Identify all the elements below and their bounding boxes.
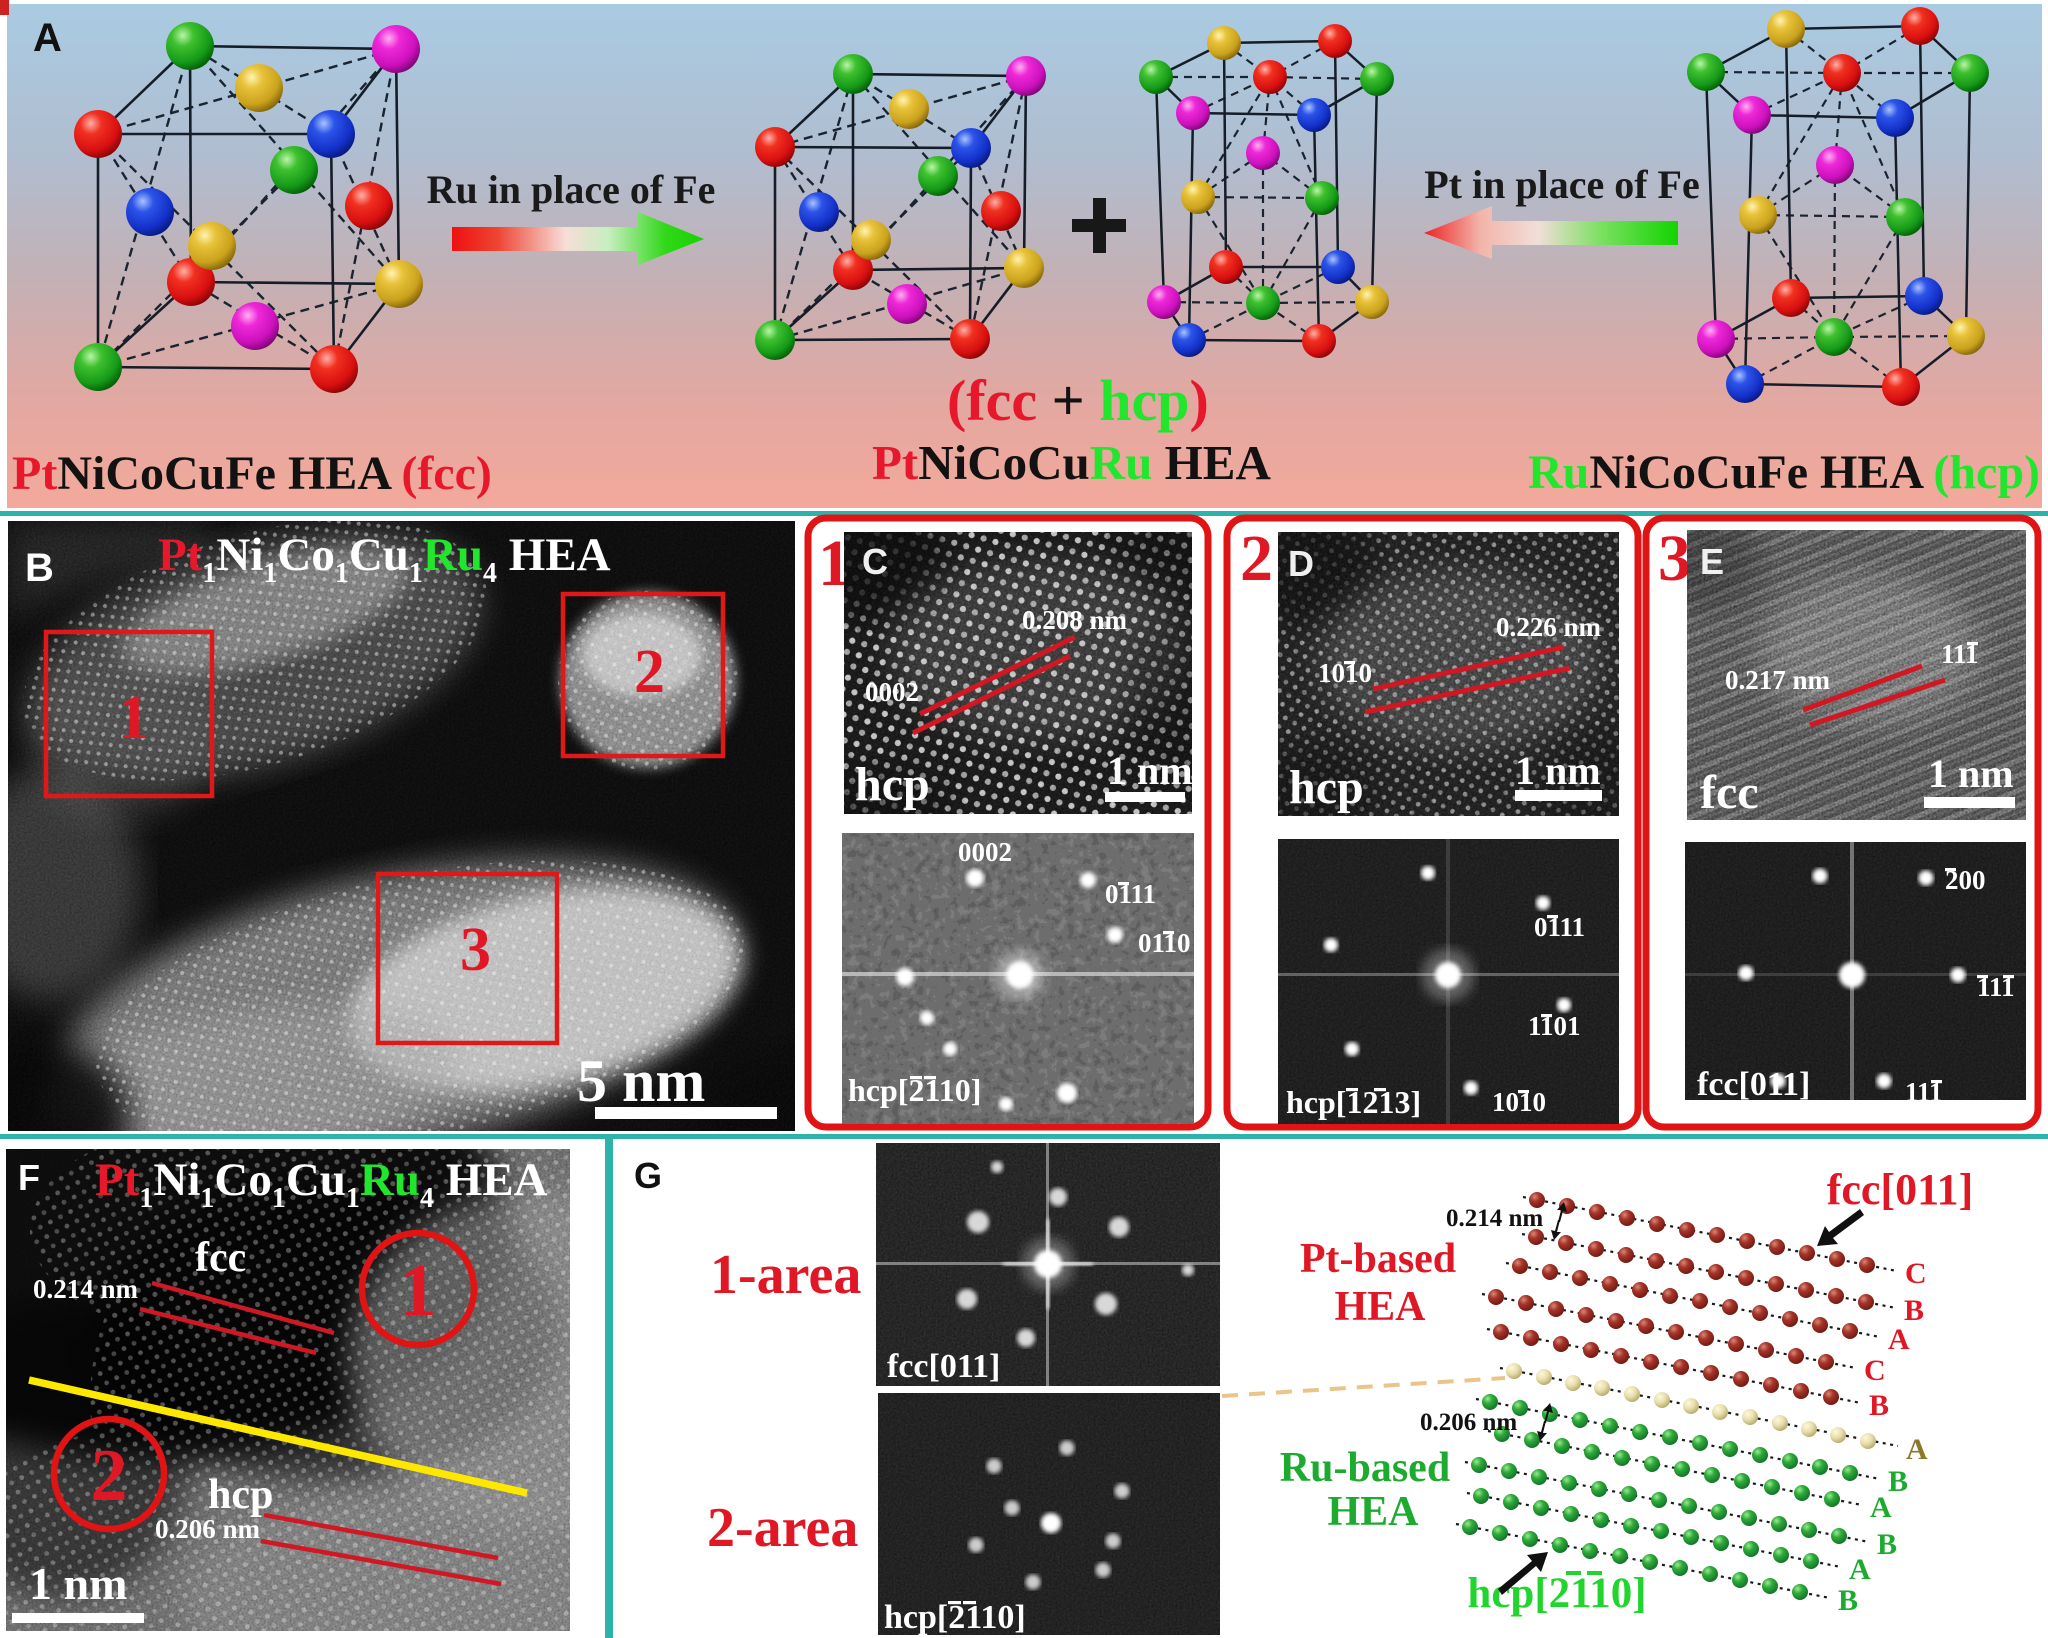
svg-text:PtNiCoCuRu HEA: PtNiCoCuRu HEA [872, 435, 1271, 490]
svg-text:Pt1Ni1Co1Cu1Ru4 HEA: Pt1Ni1Co1Cu1Ru4 HEA [158, 529, 611, 589]
svg-text:0.206 nm: 0.206 nm [155, 1514, 261, 1544]
svg-text:B: B [1877, 1528, 1897, 1561]
svg-text:Ru in place of Fe: Ru in place of Fe [427, 167, 716, 212]
svg-text:3: 3 [460, 916, 491, 984]
svg-text:fcc: fcc [1700, 766, 1759, 819]
svg-text:A: A [1888, 1323, 1910, 1356]
svg-text:E: E [1700, 541, 1724, 582]
svg-text:2-area: 2-area [707, 1497, 858, 1559]
svg-text:RuNiCoCuFe HEA (hcp): RuNiCoCuFe HEA (hcp) [1528, 446, 2040, 499]
svg-text:2: 2 [634, 638, 665, 706]
svg-text:Pt in place of Fe: Pt in place of Fe [1424, 162, 1700, 207]
svg-text:A: A [1906, 1433, 1928, 1466]
svg-text:B: B [1869, 1389, 1889, 1422]
svg-text:hcp: hcp [855, 758, 930, 811]
svg-text:(fcc + hcp): (fcc + hcp) [947, 368, 1209, 433]
svg-text:3: 3 [1658, 522, 1691, 595]
svg-text:hcp[2110]: hcp[2110] [1467, 1570, 1646, 1617]
svg-text:0111: 0111 [1534, 912, 1585, 942]
svg-text:fcc: fcc [195, 1235, 246, 1281]
svg-text:A: A [1849, 1553, 1871, 1586]
svg-text:0.217 nm: 0.217 nm [1725, 665, 1831, 695]
svg-text:0002: 0002 [958, 837, 1012, 867]
svg-text:2: 2 [1240, 522, 1273, 595]
svg-text:hcp: hcp [208, 1472, 273, 1518]
svg-text:G: G [634, 1155, 662, 1196]
svg-text:0.214 nm: 0.214 nm [1446, 1205, 1543, 1232]
svg-text:0.226 nm: 0.226 nm [1496, 612, 1602, 642]
svg-text:Pt-based: Pt-based [1300, 1236, 1456, 1282]
svg-text:1: 1 [118, 684, 149, 752]
svg-text:1 nm: 1 nm [1928, 751, 2014, 796]
svg-text:0002: 0002 [865, 677, 919, 707]
svg-text:C: C [1905, 1257, 1927, 1290]
svg-text:PtNiCoCuFe HEA (fcc): PtNiCoCuFe HEA (fcc) [12, 447, 492, 500]
svg-text:0111: 0111 [1105, 879, 1156, 909]
svg-text:C: C [1864, 1354, 1886, 1387]
svg-text:1 nm: 1 nm [1107, 748, 1193, 793]
svg-text:fcc[011]: fcc[011] [887, 1348, 1000, 1385]
svg-text:HEA: HEA [1327, 1489, 1419, 1535]
svg-text:B: B [1838, 1584, 1858, 1617]
svg-text:1 nm: 1 nm [29, 1558, 127, 1609]
svg-text:B: B [1904, 1294, 1924, 1327]
svg-text:fcc[011]: fcc[011] [1827, 1165, 1974, 1214]
svg-text:Ru-based: Ru-based [1280, 1445, 1450, 1491]
svg-text:hcp[2110]: hcp[2110] [884, 1599, 1026, 1636]
svg-text:0.206 nm: 0.206 nm [1420, 1409, 1517, 1436]
svg-text:A: A [33, 16, 62, 60]
svg-text:0.208 nm: 0.208 nm [1022, 605, 1128, 635]
svg-text:B: B [25, 546, 54, 590]
svg-text:1-area: 1-area [710, 1244, 861, 1306]
svg-text:1: 1 [400, 1250, 437, 1332]
svg-text:D: D [1288, 543, 1314, 584]
svg-text:5 nm: 5 nm [577, 1048, 705, 1114]
svg-text:1101: 1101 [1528, 1011, 1581, 1041]
svg-text:Pt1Ni1Co1Cu1Ru4 HEA: Pt1Ni1Co1Cu1Ru4 HEA [95, 1154, 548, 1214]
svg-text:2: 2 [91, 1435, 128, 1517]
svg-text:fcc[011]: fcc[011] [1697, 1066, 1810, 1103]
svg-text:0.214 nm: 0.214 nm [33, 1274, 139, 1304]
svg-text:hcp: hcp [1289, 761, 1364, 814]
svg-text:A: A [1870, 1491, 1892, 1524]
svg-text:F: F [18, 1157, 40, 1198]
svg-text:B: B [1888, 1465, 1908, 1498]
svg-text:1 nm: 1 nm [1515, 748, 1601, 793]
svg-text:C: C [862, 541, 888, 582]
svg-text:HEA: HEA [1334, 1284, 1426, 1330]
